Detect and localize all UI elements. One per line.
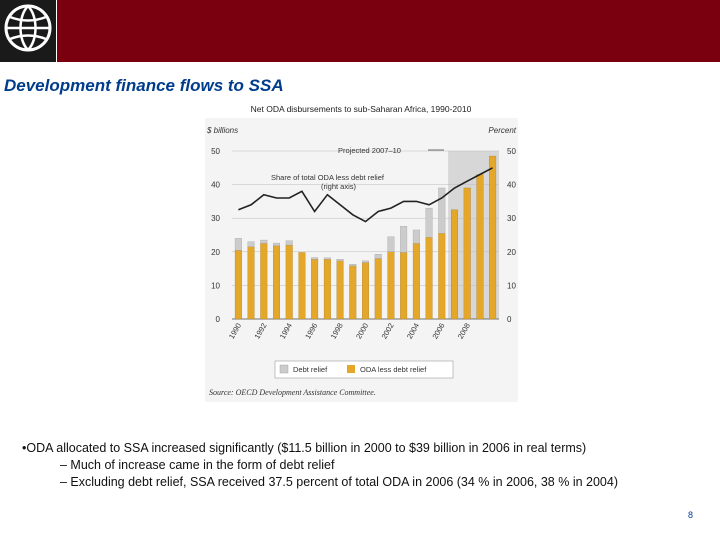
world-bank-logo — [0, 0, 56, 62]
x-tick-label: 2006 — [430, 322, 446, 341]
y-left-tick-label: 20 — [211, 248, 220, 257]
share-line — [238, 167, 493, 223]
slide-title: Development finance flows to SSA — [4, 76, 284, 95]
bar-debt-relief — [425, 207, 433, 238]
legend-swatch-oda — [347, 365, 355, 373]
legend-swatch-debt-relief — [279, 364, 289, 374]
bullet-sub-2: – Excluding debt relief, SSA received 37… — [60, 475, 618, 489]
y-right-unit-label: Percent — [488, 126, 516, 135]
x-tick-label: 2004 — [405, 322, 421, 341]
bar-debt-relief — [374, 254, 382, 259]
y-left-tick-label: 50 — [211, 147, 220, 156]
bar-oda-less-debt-relief — [349, 265, 357, 320]
y-left-tick-label: 30 — [211, 214, 220, 223]
bar-oda-less-debt-relief — [425, 237, 433, 320]
legend-label-oda: ODA less debt relief — [360, 365, 427, 374]
legend-box — [274, 360, 454, 379]
bar-debt-relief — [349, 264, 357, 267]
x-tick-label: 2008 — [456, 322, 472, 341]
bar-oda-less-debt-relief — [336, 260, 344, 320]
bar-oda-less-debt-relief — [400, 252, 408, 320]
y-right-tick-label: 50 — [507, 147, 516, 156]
bar-debt-relief — [400, 226, 408, 253]
bar-oda-less-debt-relief — [362, 262, 369, 320]
y-right-tick-label: 10 — [507, 281, 516, 290]
legend-label-debt-relief: Debt relief — [293, 365, 328, 374]
bar-oda-less-debt-relief — [285, 244, 293, 320]
x-tick-label: 1990 — [227, 322, 243, 341]
x-tick-label: 2002 — [380, 322, 396, 341]
y-right-tick-label: 30 — [507, 214, 516, 223]
bar-oda-less-debt-relief — [260, 243, 268, 320]
bullet-main: •ODA allocated to SSA increased signific… — [22, 441, 587, 455]
y-left-unit-label: $ billions — [206, 126, 238, 135]
bar-oda-less-debt-relief — [311, 259, 319, 320]
bar-oda-less-debt-relief — [273, 245, 280, 320]
y-left-tick-label: 0 — [216, 315, 221, 324]
x-tick-label: 1992 — [252, 322, 268, 341]
oda-chart: $ billions Percent 0 0 10 10 20 20 30 30 40 40 50 50 P… — [206, 126, 517, 397]
page-number: 8 — [688, 510, 694, 520]
bullet-sub-1: – Much of increase came in the form of d… — [60, 458, 335, 472]
globe-icon — [4, 4, 52, 52]
x-tick-label: 1998 — [329, 322, 345, 341]
y-left-tick-label: 10 — [211, 281, 220, 290]
bar-oda-less-debt-relief — [298, 252, 306, 320]
bar-debt-relief — [323, 257, 331, 260]
chart-source: Source: OECD Development Assistance Comm… — [209, 388, 376, 397]
x-tick-label: 1994 — [278, 322, 294, 341]
bar-oda-less-debt-relief — [374, 258, 382, 320]
header-banner — [0, 0, 720, 64]
y-right-tick-label: 0 — [507, 315, 512, 324]
annotation-projected: Projected 2007–10 — [338, 146, 401, 155]
bar-oda-less-debt-relief — [463, 187, 471, 320]
bar-debt-relief — [362, 260, 369, 263]
annotation-share: Share of total ODA less debt relief — [271, 173, 385, 182]
bar-oda-less-debt-relief — [412, 243, 420, 320]
x-tick-label: 2000 — [354, 322, 370, 341]
bar-oda-less-debt-relief — [247, 246, 255, 320]
bar-debt-relief — [311, 257, 319, 260]
bar-debt-relief — [234, 238, 242, 251]
bar-debt-relief — [260, 239, 268, 244]
header-red-bar — [57, 0, 720, 62]
bar-oda-less-debt-relief — [387, 251, 395, 320]
bar-debt-relief — [247, 241, 255, 247]
bar-debt-relief — [412, 229, 420, 244]
y-right-tick-label: 40 — [507, 181, 516, 190]
bar-oda-less-debt-relief — [234, 249, 242, 320]
bar-debt-relief — [438, 187, 446, 234]
bar-oda-less-debt-relief — [451, 209, 458, 320]
bar-debt-relief — [336, 259, 344, 262]
x-tick-label: 1996 — [303, 322, 319, 341]
y-left-tick-label: 40 — [211, 181, 220, 190]
chart-title: Net ODA disbursements to sub-Saharan Afr… — [250, 104, 472, 114]
y-right-tick-label: 20 — [507, 248, 516, 257]
bar-debt-relief — [285, 240, 293, 246]
oda-chart-figure: $ billions Percent 0 0 10 10 20 20 30 30 40 40 50 50 P… — [205, 118, 518, 402]
annotation-right-axis: (right axis) — [321, 182, 357, 191]
bar-debt-relief — [387, 236, 395, 252]
bar-debt-relief — [273, 242, 280, 246]
bar-oda-less-debt-relief — [438, 233, 446, 320]
bar-oda-less-debt-relief — [476, 174, 484, 320]
bar-oda-less-debt-relief — [489, 155, 497, 320]
bullet-list: •ODA allocated to SSA increased signific… — [22, 440, 618, 491]
bar-oda-less-debt-relief — [323, 259, 331, 320]
